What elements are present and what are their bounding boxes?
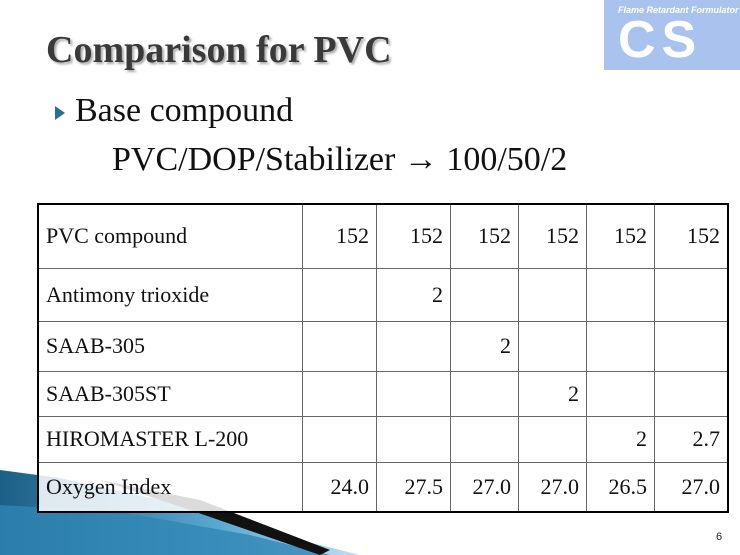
bullet-detail: PVC/DOP/Stabilizer → 100/50/2 bbox=[112, 141, 568, 178]
table-cell: 152 bbox=[586, 203, 655, 269]
table-row: HIROMASTER L-200 2 2.7 bbox=[37, 415, 729, 463]
row-label: Oxygen Index bbox=[37, 461, 303, 513]
table-cell: 26.5 bbox=[586, 461, 655, 513]
row-label: Antimony trioxide bbox=[37, 267, 303, 322]
table-cell bbox=[376, 415, 451, 463]
table-cell: 2 bbox=[376, 267, 451, 322]
logo-tagline: Flame Retardant Formulator bbox=[618, 5, 739, 15]
table-row: SAAB-305ST 2 bbox=[37, 370, 729, 417]
table-cell bbox=[302, 370, 377, 417]
row-label: HIROMASTER L-200 bbox=[37, 415, 303, 463]
comparison-table: PVC compound 152 152 152 152 152 152 Antimony t… bbox=[37, 203, 729, 513]
table-cell: 152 bbox=[302, 203, 377, 269]
table-row: Antimony trioxide 2 bbox=[37, 267, 729, 322]
table-row: SAAB-305 2 bbox=[37, 320, 729, 372]
table-cell: 152 bbox=[654, 203, 729, 269]
table-cell: 2.7 bbox=[654, 415, 729, 463]
table-cell bbox=[302, 267, 377, 322]
table-cell: 2 bbox=[450, 320, 519, 372]
logo-mark: CS bbox=[618, 11, 703, 69]
logo: Flame Retardant Formulator CS bbox=[604, 0, 740, 70]
bullet-text: Base compound bbox=[75, 92, 294, 129]
table-cell: 24.0 bbox=[302, 461, 377, 513]
row-label: PVC compound bbox=[37, 203, 303, 269]
table-cell bbox=[586, 370, 655, 417]
table-cell bbox=[302, 415, 377, 463]
table-cell: 2 bbox=[518, 370, 587, 417]
table-row: Oxygen Index 24.0 27.5 27.0 27.0 26.5 27.0 bbox=[37, 461, 729, 513]
table-cell bbox=[586, 320, 655, 372]
table-cell bbox=[450, 267, 519, 322]
table-cell: 152 bbox=[450, 203, 519, 269]
table-cell bbox=[654, 320, 729, 372]
table-cell: 152 bbox=[376, 203, 451, 269]
table-cell bbox=[654, 267, 729, 322]
page-number: 6 bbox=[716, 531, 723, 543]
table-cell: 152 bbox=[518, 203, 587, 269]
swoosh-mid bbox=[0, 505, 330, 555]
row-label: SAAB-305 bbox=[37, 320, 303, 372]
table-cell bbox=[586, 267, 655, 322]
table-cell bbox=[518, 415, 587, 463]
table-cell: 27.0 bbox=[450, 461, 519, 513]
table-cell: 2 bbox=[586, 415, 655, 463]
table-cell bbox=[518, 267, 587, 322]
table-cell bbox=[450, 415, 519, 463]
table-cell bbox=[376, 320, 451, 372]
table-cell: 27.5 bbox=[376, 461, 451, 513]
table-cell: 27.0 bbox=[654, 461, 729, 513]
table-cell bbox=[376, 370, 451, 417]
slide-title: Comparison for PVC bbox=[46, 29, 392, 71]
table-cell bbox=[450, 370, 519, 417]
table-cell: 27.0 bbox=[518, 461, 587, 513]
table-cell bbox=[302, 320, 377, 372]
bullet-icon bbox=[55, 106, 65, 120]
table-cell bbox=[518, 320, 587, 372]
table-cell bbox=[654, 370, 729, 417]
table-row: PVC compound 152 152 152 152 152 152 bbox=[37, 203, 729, 269]
row-label: SAAB-305ST bbox=[37, 370, 303, 417]
